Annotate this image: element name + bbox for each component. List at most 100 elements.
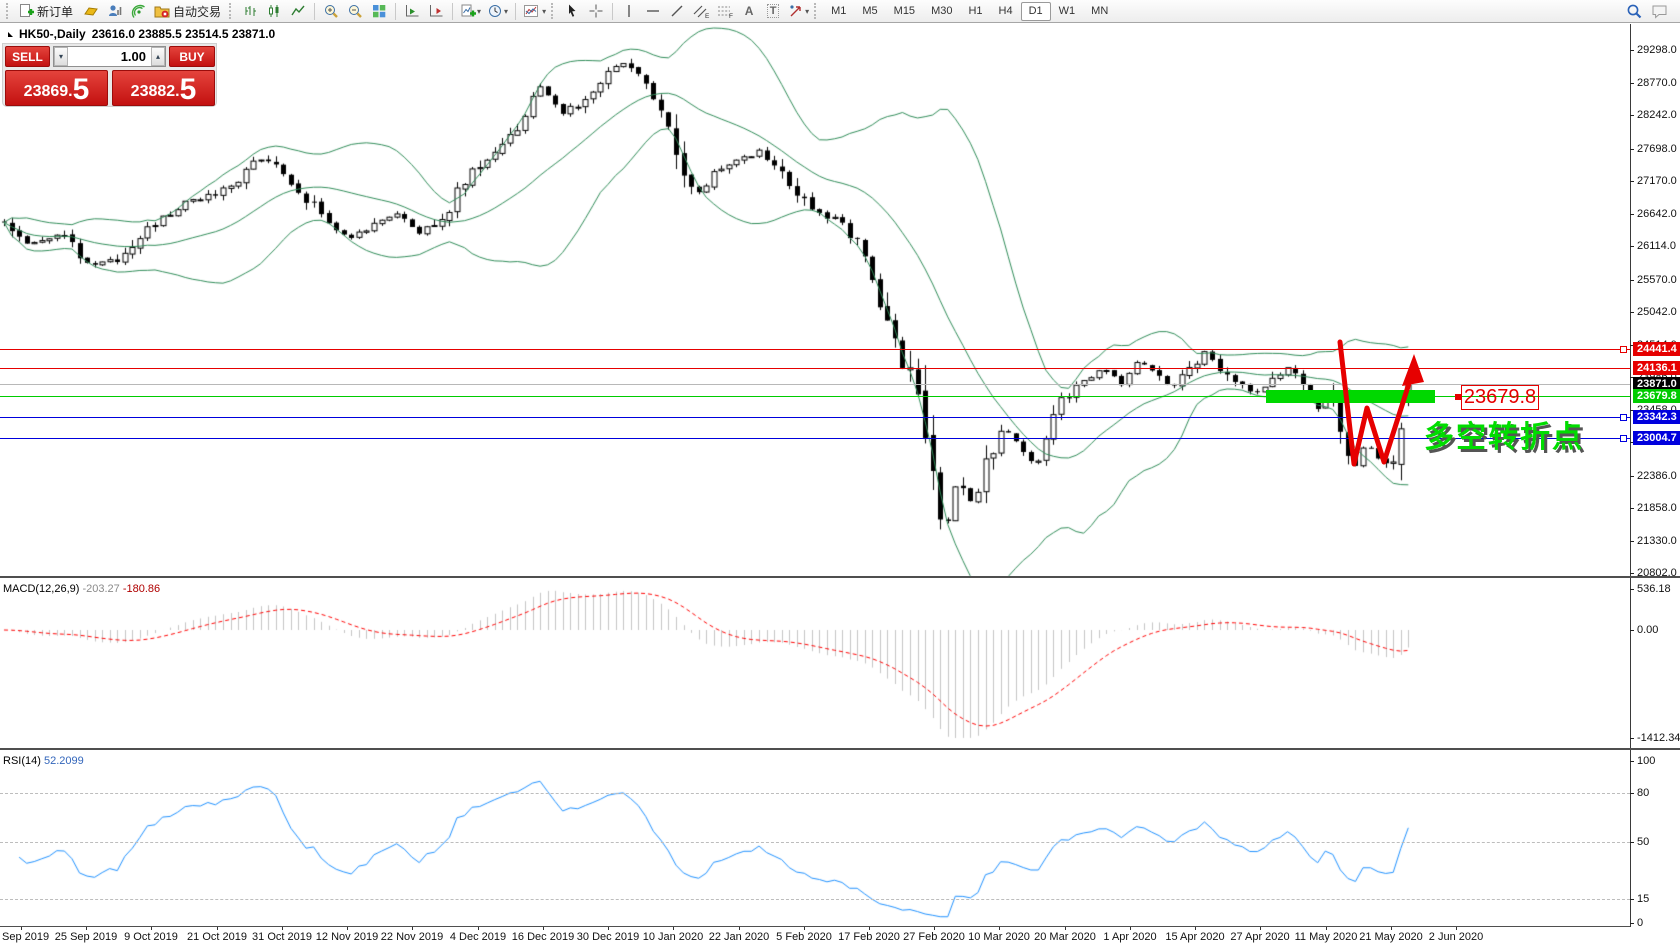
rsi-value: 52.2099 [43, 755, 84, 767]
cursor-button[interactable] [560, 1, 584, 21]
date-label: 2 Jun 2020 [1428, 931, 1484, 943]
horizontal-line-button[interactable] [641, 1, 665, 21]
data-window-button[interactable] [103, 1, 127, 21]
equidistant-channel-button[interactable]: E [689, 1, 713, 21]
turning-point-text[interactable]: 多空转折点 [1424, 421, 1584, 454]
date-label: 30 Dec 2019 [576, 931, 640, 943]
date-label: 3 Sep 2019 [0, 931, 50, 943]
date-tick [1456, 927, 1457, 930]
new-order-button[interactable]: 新订单 [15, 1, 79, 21]
macd-tick-label: 0.00 [1637, 624, 1659, 636]
price-tick-label: 22386.0 [1637, 469, 1677, 482]
candlestick-button[interactable] [262, 1, 286, 21]
macd-name: MACD(12,26,9) [3, 583, 80, 595]
volume-decrease-button[interactable]: ▾ [54, 47, 68, 66]
auto-scroll-button[interactable] [400, 1, 424, 21]
buy-button[interactable]: BUY [169, 46, 215, 67]
volume-increase-button[interactable]: ▴ [151, 47, 165, 66]
text-label-button[interactable]: T [761, 1, 785, 21]
date-label: 12 Nov 2019 [315, 931, 379, 943]
price-tick-dash [1630, 573, 1634, 575]
arrows-button[interactable]: ▾ [785, 1, 812, 21]
price-line-23871.0[interactable] [0, 384, 1630, 385]
zoom-out-button[interactable] [343, 1, 367, 21]
date-label: 17 Feb 2020 [838, 931, 900, 943]
timeframe-m1[interactable]: M1 [831, 5, 847, 17]
search-icon[interactable] [1626, 3, 1643, 20]
date-label: 1 Apr 2020 [1103, 931, 1157, 943]
autotrade-button[interactable]: 自动交易 [151, 1, 227, 21]
chevron-down-icon: ▾ [805, 6, 810, 16]
trendline-button[interactable] [665, 1, 689, 21]
chart-shift-button[interactable] [424, 1, 448, 21]
indicators-button[interactable]: ▾ [520, 1, 549, 21]
market-watch-button[interactable] [79, 1, 103, 21]
timeframe-mn[interactable]: MN [1091, 5, 1109, 17]
timeframe-h1[interactable]: H1 [968, 5, 983, 17]
price-tick-label: 25570.0 [1637, 273, 1677, 286]
date-tick [1195, 927, 1196, 930]
timeframe-w1[interactable]: W1 [1058, 5, 1076, 17]
price-line-24136.1[interactable] [0, 368, 1630, 369]
sell-button[interactable]: SELL [5, 46, 50, 67]
crosshair-button[interactable] [584, 1, 608, 21]
timeframe-h4[interactable]: H4 [998, 5, 1013, 17]
date-label: 15 Apr 2020 [1165, 931, 1225, 943]
toolbar-grip[interactable] [814, 3, 819, 19]
support-highlight[interactable] [1266, 390, 1435, 403]
rsi-level-line [0, 842, 1630, 843]
price-line-24441.4[interactable] [0, 349, 1630, 350]
line-handle[interactable] [1620, 414, 1627, 421]
price-tick-dash [1630, 50, 1634, 51]
price-marker-23342.3: 23342.3 [1633, 410, 1680, 424]
date-tick [282, 927, 283, 930]
zoom-in-icon [325, 5, 338, 18]
signal-icon [131, 4, 145, 18]
tile-windows-button[interactable] [367, 1, 391, 21]
date-label: 25 Sep 2019 [54, 931, 118, 943]
text-button[interactable]: A [737, 1, 761, 21]
new-chart-button[interactable]: ▾ [457, 1, 484, 21]
price-line-23342.3[interactable] [0, 417, 1630, 418]
timeframe-m5[interactable]: M5 [862, 5, 878, 17]
price-line-23679.8[interactable] [0, 396, 1630, 397]
macd-tick-dash [1630, 738, 1634, 739]
toolbar-grip[interactable] [6, 3, 11, 19]
periods-button[interactable]: ▾ [484, 1, 511, 21]
vertical-line-button[interactable] [617, 1, 641, 21]
date-label: 27 Apr 2020 [1230, 931, 1290, 943]
price-marker-23871.0: 23871.0 [1633, 377, 1680, 391]
volume-input[interactable]: 1.00 [120, 49, 146, 64]
price-tick-dash [1630, 377, 1634, 379]
callout-handle[interactable] [1455, 394, 1461, 400]
sell-price[interactable]: 23869 . 5 [5, 70, 108, 106]
toolbar-grip[interactable] [229, 3, 234, 19]
autotrade-label: 自动交易 [173, 4, 222, 19]
fibonacci-button[interactable]: F [713, 1, 737, 21]
w-pattern-arrow[interactable] [1328, 328, 1440, 480]
line-handle[interactable] [1620, 346, 1627, 353]
rsi-tick-dash [1630, 793, 1634, 795]
line-chart-button[interactable] [286, 1, 310, 21]
price-tick-label: 28242.0 [1637, 109, 1677, 122]
signals-button[interactable] [127, 1, 151, 21]
zoom-in-button[interactable] [319, 1, 343, 21]
toolbar-grip[interactable] [551, 3, 556, 19]
chat-icon[interactable] [1651, 3, 1670, 19]
timeframe-d1[interactable]: D1 [1020, 1, 1051, 21]
macd-pane-separator[interactable] [0, 576, 1680, 578]
bar-chart-button[interactable] [238, 1, 262, 21]
date-label: 27 Feb 2020 [903, 931, 965, 943]
date-tick [412, 927, 413, 930]
price-callout-box[interactable]: 23679.8 [1461, 385, 1539, 410]
rsi-pane-separator[interactable] [0, 748, 1680, 750]
timeframe-m30[interactable]: M30 [931, 5, 953, 17]
bar-chart-icon [245, 6, 257, 16]
date-tick [934, 927, 935, 930]
macd-label: MACD(12,26,9) -203.27 -180.86 [3, 583, 160, 595]
line-handle[interactable] [1620, 435, 1627, 442]
timeframe-m15[interactable]: M15 [893, 5, 916, 17]
price-line-23004.7[interactable] [0, 438, 1630, 439]
buy-price[interactable]: 23882 . 5 [112, 70, 215, 106]
